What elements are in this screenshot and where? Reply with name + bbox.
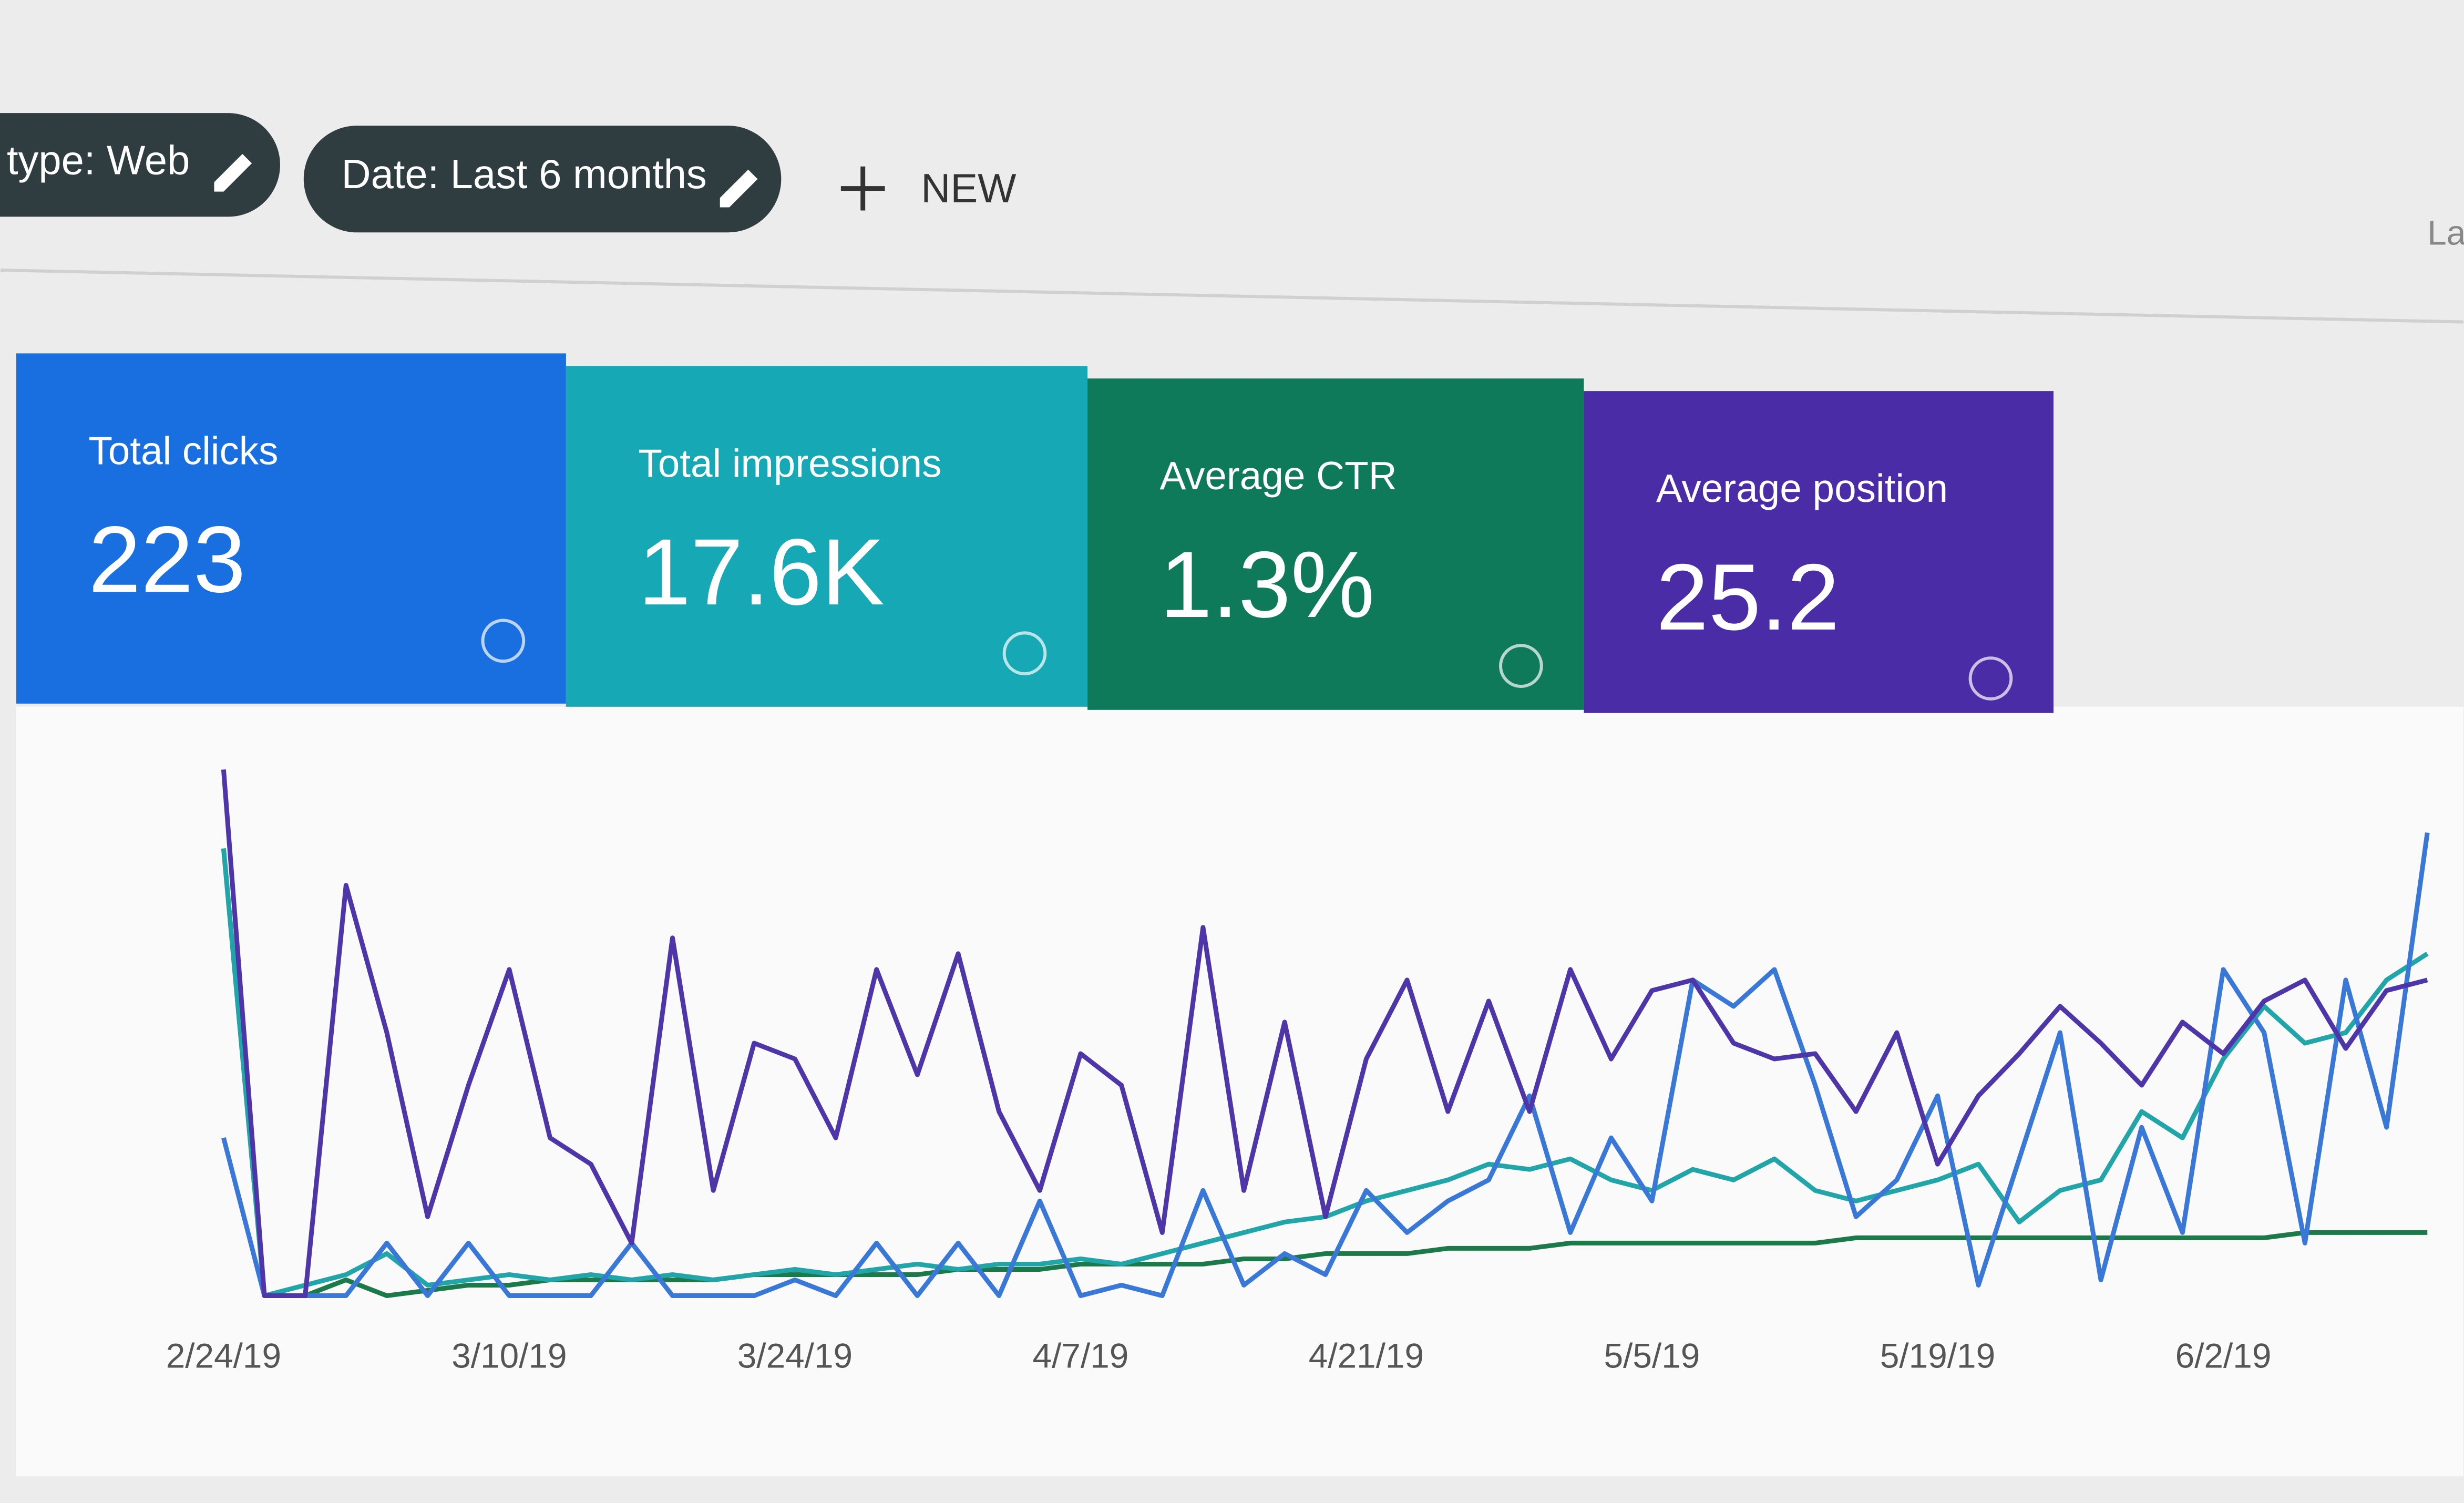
metric-card bbox=[16, 353, 566, 704]
filter-chip[interactable] bbox=[0, 113, 280, 217]
cards: Total clicks 223 Total impressions 17.6K Ave… bbox=[16, 353, 2054, 713]
metric-card bbox=[1087, 378, 1584, 710]
x-tick-label: 5/5/19 bbox=[1604, 1336, 1700, 1375]
chart: 2/24/19 3/10/19 3/24/19 4/7/19 4/21/19 5/5/19… bbox=[166, 769, 2430, 1375]
filter-chip[interactable] bbox=[303, 126, 782, 233]
x-tick-label: 5/19/19 bbox=[1880, 1336, 1995, 1375]
metric-card bbox=[566, 366, 1088, 707]
edit-icon bbox=[214, 153, 252, 192]
card-value: 25.2 bbox=[1656, 544, 1840, 650]
chart-panel bbox=[16, 706, 2463, 1477]
new-button[interactable]: NEW bbox=[921, 166, 1017, 211]
card-value: 223 bbox=[88, 507, 245, 612]
help-icon bbox=[1002, 631, 1047, 676]
series-line bbox=[221, 769, 2428, 1298]
series-line bbox=[221, 832, 2430, 1298]
card-title: Total impressions bbox=[638, 441, 941, 485]
x-tick-label: 4/21/19 bbox=[1309, 1336, 1424, 1375]
card-title: Average position bbox=[1656, 466, 1948, 510]
card-value: 17.6K bbox=[638, 519, 885, 624]
metric-card bbox=[1584, 391, 2054, 713]
x-tick-label: 3/24/19 bbox=[737, 1336, 853, 1375]
help-icon bbox=[1499, 644, 1543, 688]
filter-label: type: Web bbox=[7, 138, 190, 183]
x-tick-label: 3/10/19 bbox=[451, 1336, 567, 1375]
x-tick-label: 6/2/19 bbox=[2175, 1336, 2272, 1375]
x-tick-label: 2/24/19 bbox=[166, 1336, 281, 1375]
x-tick-label: 4/7/19 bbox=[1033, 1336, 1129, 1375]
card-title: Average CTR bbox=[1160, 454, 1397, 498]
card-title: Total clicks bbox=[88, 428, 278, 472]
card-value: 1.3% bbox=[1160, 532, 1375, 637]
help-icon bbox=[1968, 656, 2013, 701]
filter-label: Date: Last 6 months bbox=[342, 152, 707, 197]
add-icon bbox=[840, 166, 885, 211]
edit-icon bbox=[720, 169, 758, 208]
help-icon bbox=[481, 619, 526, 663]
corner-text: La bbox=[2427, 213, 2464, 252]
series-line bbox=[221, 848, 2428, 1298]
toolbar-divider bbox=[0, 269, 2464, 324]
